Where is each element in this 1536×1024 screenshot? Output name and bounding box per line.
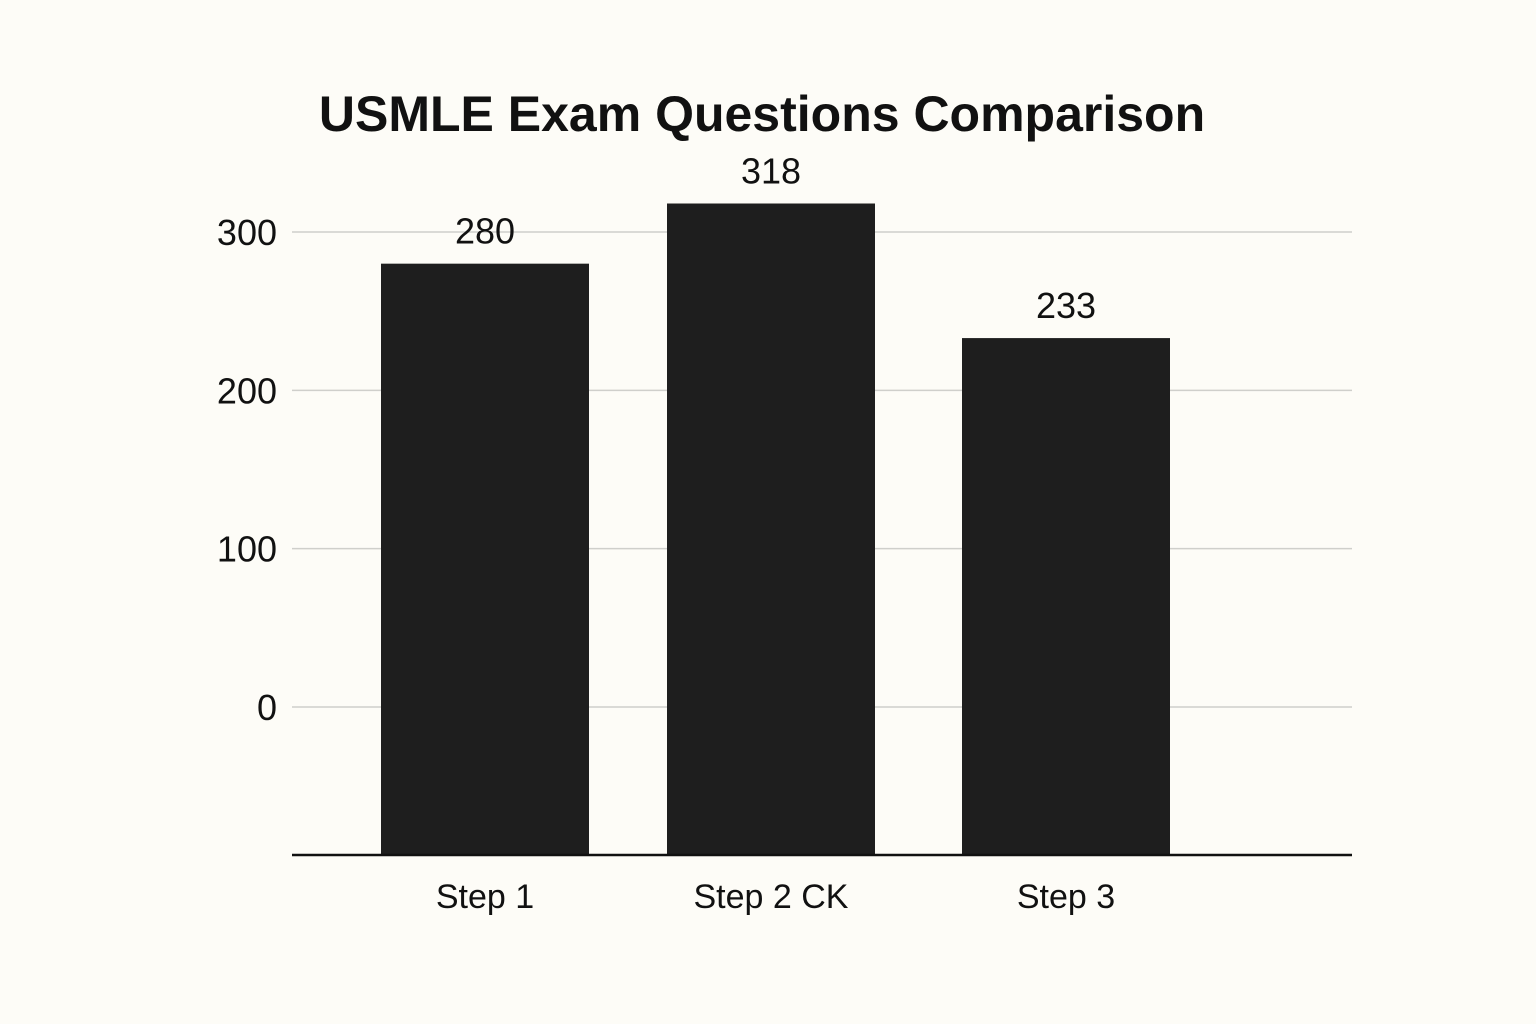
data-label: 280 [455, 211, 515, 252]
y-axis-tick-labels: 0 100 200 300 [217, 212, 277, 728]
data-labels: 280 318 233 [455, 151, 1096, 327]
bar-step-1 [381, 263, 589, 856]
x-axis-tick-labels: Step 1 Step 2 CK Step 3 [436, 878, 1115, 916]
x-tick-label: Step 3 [1017, 878, 1115, 916]
y-tick-label: 300 [217, 212, 277, 253]
y-tick-label: 200 [217, 370, 277, 411]
x-tick-label: Step 2 CK [694, 878, 849, 916]
data-label: 318 [741, 151, 801, 192]
data-label: 233 [1036, 285, 1096, 326]
y-tick-label: 0 [257, 687, 277, 728]
y-tick-label: 100 [217, 529, 277, 570]
bars [381, 203, 1170, 856]
bar-step-3 [962, 338, 1170, 855]
bar-step-2-ck [667, 203, 875, 855]
chart-title: USMLE Exam Questions Comparison [319, 86, 1205, 142]
x-tick-label: Step 1 [436, 878, 534, 916]
